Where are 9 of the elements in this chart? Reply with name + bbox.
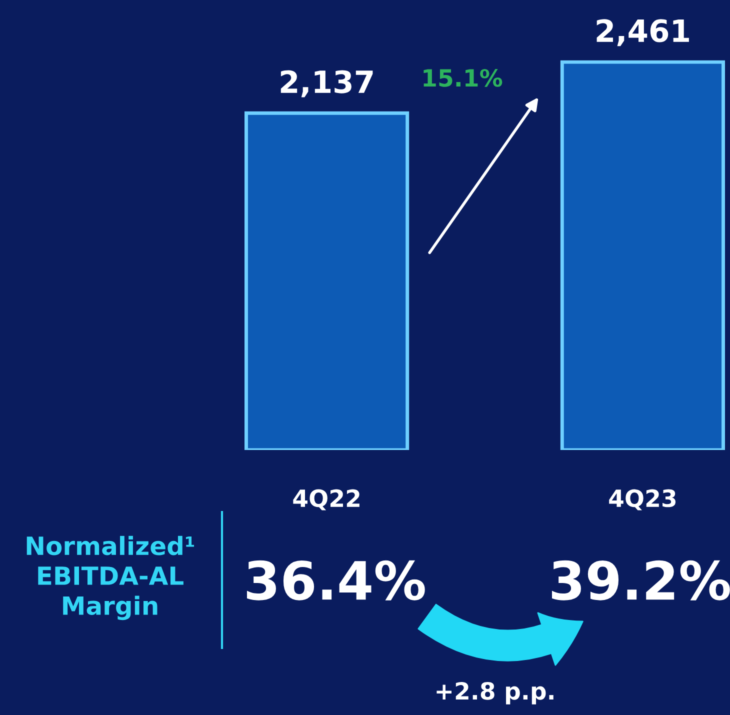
text: Normalized¹ EBITDA-AL Margin bbox=[26, 536, 194, 620]
annotation: 15.1% bbox=[424, 68, 502, 87]
data-label: 2,137 bbox=[280, 70, 373, 98]
text: +2.8 p.p. bbox=[436, 682, 554, 704]
x-tick-label: 4Q22 bbox=[293, 489, 360, 510]
text: 39.2% bbox=[552, 560, 730, 600]
data-label: 2,461 bbox=[596, 19, 689, 46]
x-tick-label: 4Q23 bbox=[609, 489, 676, 510]
text: 36.4% bbox=[246, 560, 425, 600]
